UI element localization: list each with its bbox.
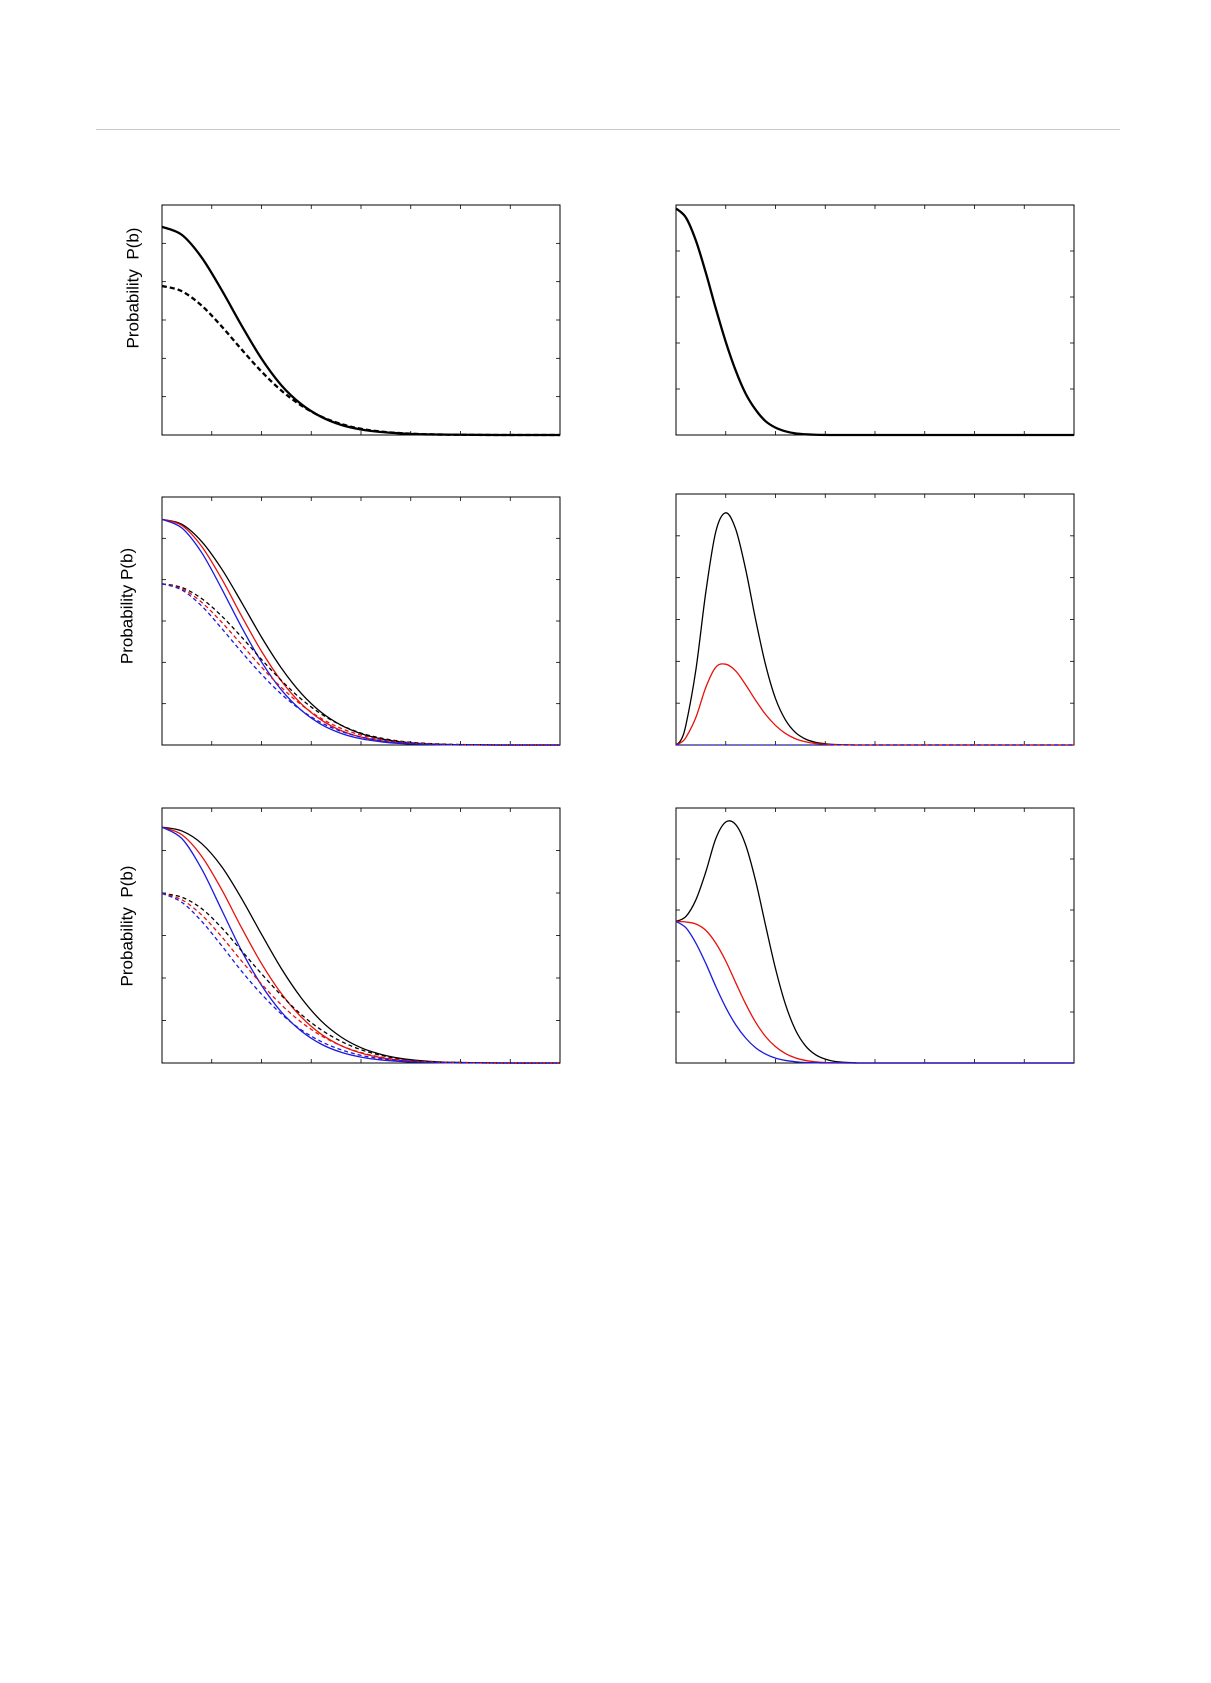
series-line-red-solid [675, 920, 1074, 1064]
series-line-red-solid [675, 663, 1074, 746]
page-top-rule [96, 129, 1120, 130]
series-line-black-solid [161, 518, 561, 746]
series-line-blue-solid [161, 518, 560, 746]
panel-top-left [161, 204, 561, 437]
series-line-black-solid [675, 512, 1074, 746]
series-line-black-solid [675, 820, 1075, 1064]
plot-frame [675, 493, 1075, 746]
panel-bottom-right [675, 807, 1075, 1064]
ylabel-middle-left: Probability P(b) [117, 548, 136, 664]
series-line-black-dashed [161, 892, 561, 1064]
series-line-red-dashed [161, 583, 561, 746]
series-line-red-solid [161, 518, 561, 746]
series-line-red-dashed [161, 892, 561, 1064]
series-line-black-solid [675, 207, 1074, 437]
plot-frame [161, 204, 561, 436]
ylabel-top-left: Probability P(b) [123, 228, 142, 349]
plot-frame [675, 204, 1075, 436]
panel-top-right [675, 204, 1075, 437]
series-line-blue-solid [675, 920, 1074, 1064]
plot-frame [161, 807, 561, 1064]
plot-frame [161, 496, 561, 746]
series-line-black-solid [161, 225, 561, 437]
series-line-blue-dashed [161, 583, 561, 746]
ylabel-bottom-left: Probability P(b) [117, 866, 136, 987]
panel-middle-right [675, 493, 1075, 746]
series-line-black-dashed [161, 284, 561, 437]
panel-middle-left [161, 496, 561, 746]
series-line-black-dashed [161, 583, 561, 746]
series-line-blue-dashed [161, 892, 561, 1064]
panel-bottom-left [161, 807, 561, 1064]
